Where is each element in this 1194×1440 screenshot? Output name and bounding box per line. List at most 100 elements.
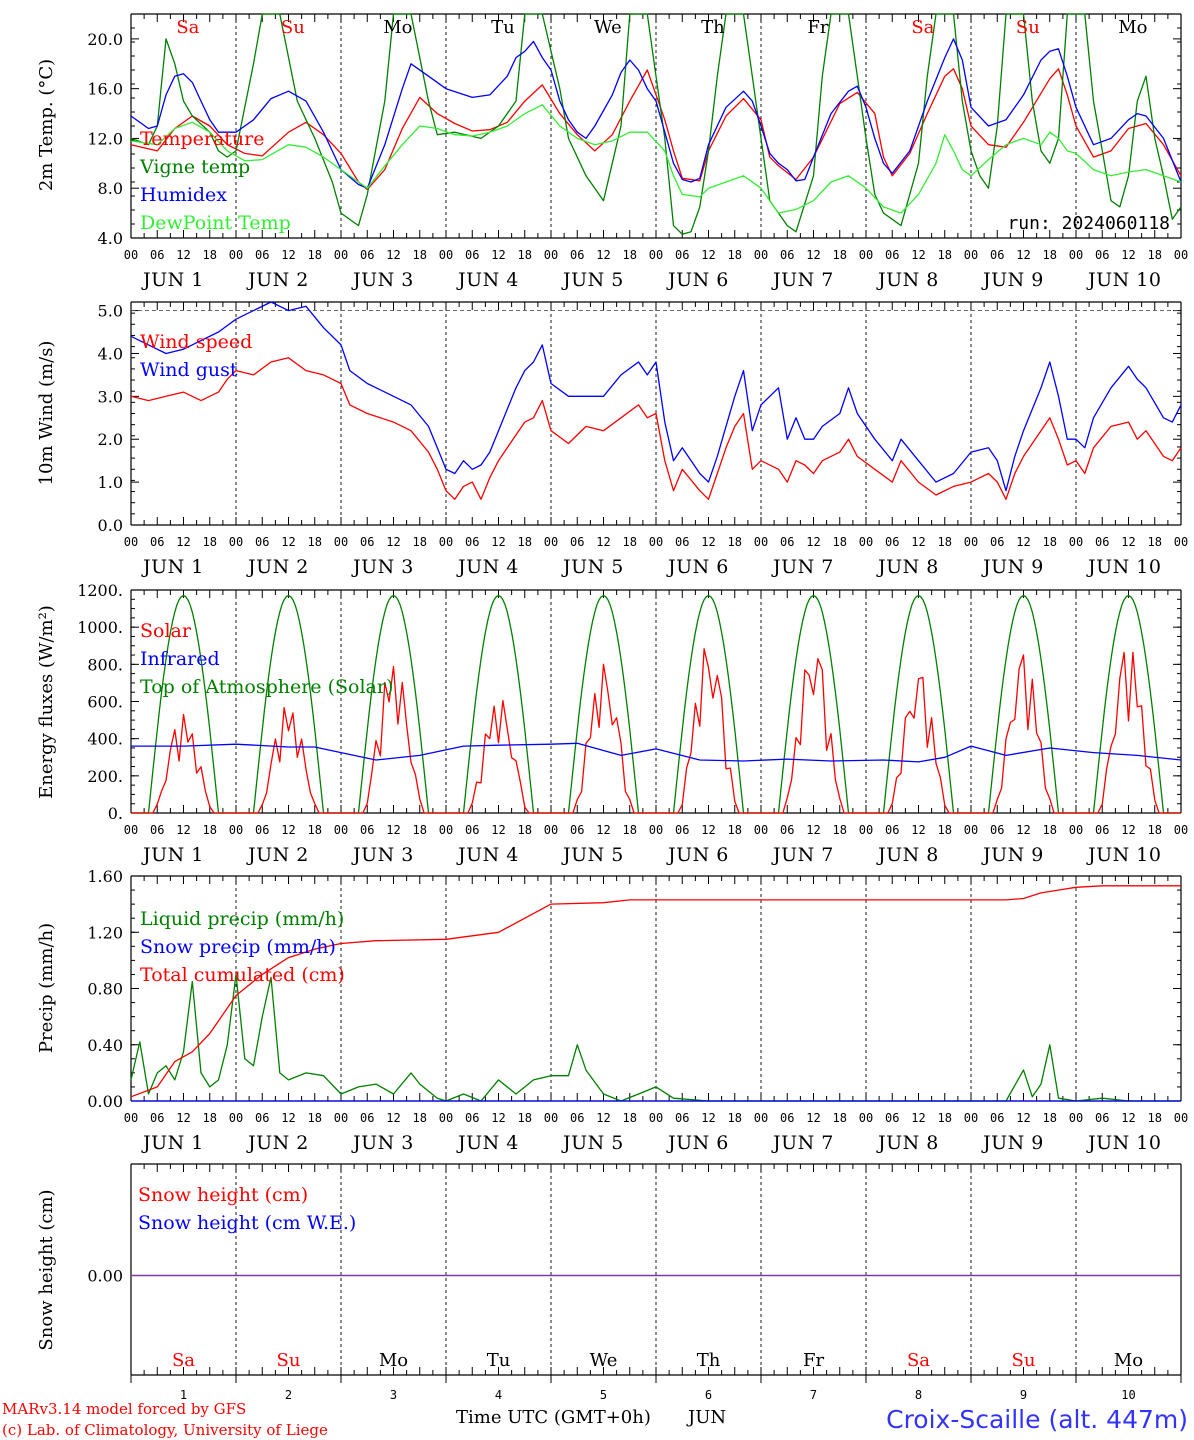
x-hour-label: 12: [281, 1111, 295, 1125]
x-hour-label: 12: [491, 823, 505, 837]
x-hour-label: 00: [1174, 823, 1188, 837]
panel-4: 0.00 0.40 0.80 1.20 1.60 Precip (mm/h) 00 06 12 1…: [36, 867, 1188, 1154]
day-of-week-label: Sa: [907, 1350, 930, 1371]
x-hour-label: 18: [308, 535, 322, 549]
legend-entry: Infrared: [140, 648, 220, 670]
x-hour-label: 00: [859, 535, 873, 549]
day-number-label: 8: [915, 1388, 922, 1402]
x-hour-label: 12: [596, 248, 610, 262]
x-hour-label: 12: [1121, 823, 1135, 837]
x-hour-label: 18: [413, 248, 427, 262]
day-of-week-label: We: [594, 17, 622, 38]
x-hour-label: 00: [544, 535, 558, 549]
x-hour-label: 00: [1069, 823, 1083, 837]
panel-1: 4.0 8.0 12.0 16.0 20.0 2m Temp. (°C) 00 06 12 18 J…: [36, 13, 1188, 291]
day-of-week-label: Fr: [807, 17, 828, 38]
x-date-label: JUN 9: [981, 844, 1044, 866]
x-hour-label: 06: [990, 823, 1004, 837]
x-hour-label: 06: [360, 535, 374, 549]
x-hour-label: 18: [623, 823, 637, 837]
x-date-label: JUN 2: [246, 844, 309, 866]
day-of-week-label: Mo: [383, 17, 412, 38]
x-hour-label: 12: [1121, 248, 1135, 262]
x-hour-label: 18: [413, 823, 427, 837]
x-hour-label: 06: [570, 248, 584, 262]
x-hour-label: 00: [754, 535, 768, 549]
series-wind-speed-line: [130, 357, 1182, 500]
x-hour-label: 18: [728, 823, 742, 837]
x-hour-label: 06: [675, 248, 689, 262]
legend-entry: Liquid precip (mm/h): [140, 908, 344, 930]
x-hour-label: 18: [938, 535, 952, 549]
x-hour-label: 06: [675, 823, 689, 837]
x-hour-label: 12: [491, 535, 505, 549]
series-infrared-line: [131, 742, 1182, 763]
x-hour-label: 00: [1174, 1111, 1188, 1125]
x-hour-label: 12: [806, 535, 820, 549]
day-of-week-label: We: [590, 1350, 618, 1371]
x-hour-label: 12: [1121, 1111, 1135, 1125]
x-hour-label: 06: [1095, 248, 1109, 262]
x-hour-label: 18: [518, 248, 532, 262]
x-hour-label: 00: [334, 1111, 348, 1125]
x-hour-label: 12: [176, 823, 190, 837]
x-hour-label: 00: [1069, 248, 1083, 262]
x-hour-label: 18: [728, 535, 742, 549]
x-date-label: JUN 2: [246, 556, 309, 578]
x-hour-label: 00: [964, 248, 978, 262]
x-hour-label: 00: [649, 1111, 663, 1125]
x-hour-label: 12: [1016, 1111, 1030, 1125]
x-date-label: JUN 8: [876, 844, 939, 866]
legend-entry: Snow height (cm W.E.): [138, 1212, 356, 1234]
x-hour-label: 12: [701, 248, 715, 262]
y-axis-label: Energy fluxes (W/m²): [36, 605, 57, 799]
series-wind-gust-line: [130, 301, 1182, 492]
x-hour-label: 12: [911, 248, 925, 262]
x-date-label: JUN 7: [771, 1132, 834, 1154]
x-date-label: JUN 6: [666, 556, 729, 578]
series-vigne-temp-line: [130, 13, 1182, 235]
x-hour-label: 00: [1069, 1111, 1083, 1125]
x-date-label: JUN 3: [351, 556, 414, 578]
x-date-label: JUN 6: [666, 1132, 729, 1154]
day-of-week-label: Su: [1012, 1350, 1036, 1371]
x-hour-label: 18: [938, 1111, 952, 1125]
x-hour-label: 18: [308, 248, 322, 262]
y-tick-label: 0.0: [98, 516, 123, 535]
x-hour-label: 06: [1095, 1111, 1109, 1125]
series-humidex-line: [130, 38, 1182, 189]
x-hour-label: 12: [806, 823, 820, 837]
y-tick-label: 1.0: [98, 473, 123, 492]
x-hour-label: 00: [649, 248, 663, 262]
day-number-label: 9: [1020, 1388, 1027, 1402]
y-tick-label: 16.0: [87, 80, 123, 99]
y-tick-label: 0.: [108, 804, 123, 823]
x-hour-label: 12: [911, 823, 925, 837]
x-date-label: JUN 7: [771, 844, 834, 866]
x-hour-label: 06: [465, 1111, 479, 1125]
y-tick-label: 2.0: [98, 430, 123, 449]
x-hour-label: 06: [885, 248, 899, 262]
day-of-week-label: Su: [277, 1350, 301, 1371]
x-hour-label: 06: [360, 1111, 374, 1125]
y-tick-label: 4.0: [98, 229, 123, 248]
x-date-label: JUN 5: [561, 556, 624, 578]
x-date-label: JUN 6: [666, 844, 729, 866]
x-hour-label: 06: [780, 823, 794, 837]
x-hour-label: 12: [491, 248, 505, 262]
series-liquid-precip-mm-h-line: [130, 973, 1181, 1102]
y-tick-label: 0.80: [87, 980, 123, 999]
x-hour-label: 12: [386, 1111, 400, 1125]
x-hour-label: 18: [203, 1111, 217, 1125]
x-hour-label: 00: [649, 535, 663, 549]
x-hour-label: 00: [229, 1111, 243, 1125]
x-hour-label: 18: [203, 248, 217, 262]
x-hour-label: 18: [518, 823, 532, 837]
x-hour-label: 00: [334, 823, 348, 837]
x-hour-label: 18: [1043, 535, 1057, 549]
x-hour-label: 18: [728, 248, 742, 262]
x-date-label: JUN 2: [246, 1132, 309, 1154]
x-hour-label: 06: [885, 535, 899, 549]
panel-2: 0.0 1.0 2.0 3.0 4.0 5.0 10m Wind (m/s) 00 06 12 18…: [36, 301, 1188, 578]
series-dewpoint-temp-line: [130, 104, 1182, 214]
